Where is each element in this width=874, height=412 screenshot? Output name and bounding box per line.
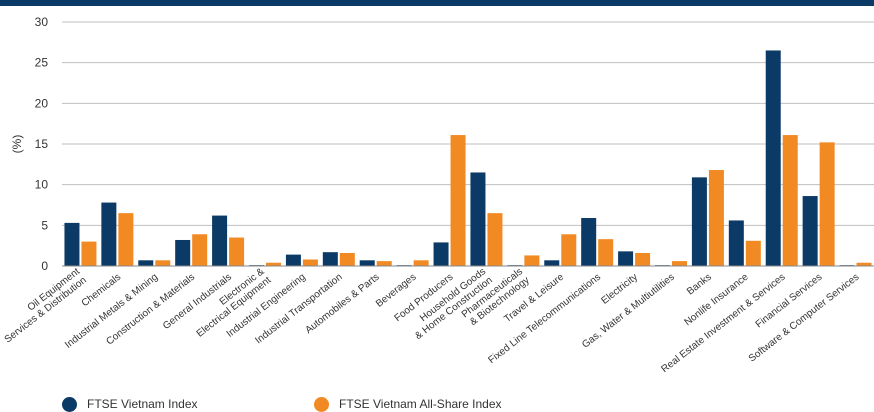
- legend-label-series-2: FTSE Vietnam All-Share Index: [339, 397, 502, 411]
- bar-series-1: [175, 239, 191, 266]
- bar-series-1: [322, 252, 338, 266]
- bar-series-2: [155, 260, 171, 266]
- bar-series-1: [544, 260, 560, 266]
- bar-series-2: [782, 135, 798, 266]
- gridlines: [62, 21, 874, 226]
- legend-label-series-1: FTSE Vietnam Index: [87, 397, 198, 411]
- y-axis-label: (%): [10, 135, 24, 154]
- legend-item-series-1: FTSE Vietnam Index: [62, 396, 198, 412]
- bar-series-1: [101, 202, 117, 266]
- bar-series-2: [487, 213, 503, 266]
- y-tick-label: 10: [35, 178, 49, 192]
- bar-series-1: [64, 222, 80, 266]
- bar-chart: 0 5 10 15 20 25 30 (%) Oil EquipmentServices &…: [3, 15, 874, 375]
- x-category-label: Banks: [685, 272, 714, 298]
- x-category-label: Financial Services: [754, 272, 825, 331]
- bar-series-1: [433, 242, 449, 266]
- bar-series-1: [618, 251, 634, 266]
- bar-series-2: [266, 262, 281, 266]
- bar-series-2: [229, 237, 245, 266]
- bar-series-1: [138, 260, 154, 266]
- bar-series-2: [598, 239, 614, 266]
- bar-series-2: [819, 142, 835, 266]
- y-tick-label: 30: [35, 15, 49, 29]
- bar-series-2: [81, 241, 97, 266]
- x-axis-category-labels: Oil EquipmentServices & DistributionChem…: [3, 266, 862, 375]
- bar-series-2: [302, 259, 318, 266]
- y-tick-label: 5: [41, 218, 48, 232]
- y-tick-label: 25: [35, 56, 49, 70]
- y-tick-label: 0: [41, 259, 48, 273]
- bar-series-2: [561, 234, 577, 266]
- bar-series-1: [581, 218, 597, 266]
- bar-series-2: [524, 255, 540, 266]
- bar-series-2: [856, 262, 872, 266]
- bar-series-2: [745, 240, 761, 266]
- bar-series-1: [212, 215, 228, 266]
- bars: [64, 50, 872, 266]
- bar-series-2: [339, 252, 355, 266]
- bar-series-1: [728, 220, 744, 266]
- legend-swatch-series-2: [314, 396, 329, 412]
- bar-series-2: [635, 252, 651, 266]
- bar-series-1: [802, 196, 818, 266]
- header-band: [0, 0, 874, 6]
- legend: FTSE Vietnam Index FTSE Vietnam All-Shar…: [62, 396, 762, 412]
- bar-series-2: [708, 170, 724, 266]
- bar-series-2: [672, 261, 687, 266]
- bar-series-2: [450, 135, 466, 266]
- bar-series-1: [765, 50, 781, 266]
- legend-swatch-series-1: [62, 396, 77, 412]
- y-axis-ticks: 0 5 10 15 20 25 30: [35, 15, 49, 273]
- y-tick-label: 15: [35, 137, 49, 151]
- legend-item-series-2: FTSE Vietnam All-Share Index: [314, 396, 502, 412]
- bar-series-2: [192, 234, 208, 266]
- bar-series-2: [413, 260, 429, 266]
- bar-series-1: [691, 177, 707, 266]
- y-tick-label: 20: [35, 96, 49, 110]
- bar-series-2: [376, 261, 392, 266]
- x-category-label: Nonlife Insurance: [683, 271, 751, 328]
- bar-series-1: [359, 260, 375, 266]
- bar-series-1: [470, 172, 486, 266]
- bar-series-1: [285, 254, 301, 266]
- bar-series-2: [118, 213, 134, 266]
